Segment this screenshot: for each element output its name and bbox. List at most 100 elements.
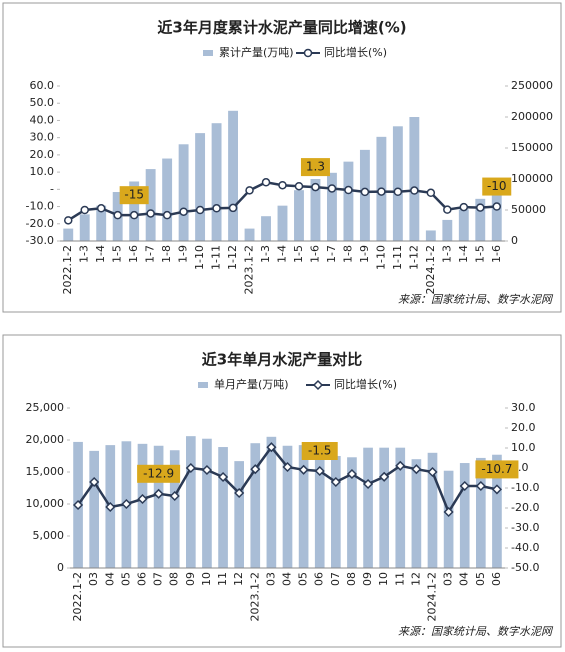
line-marker — [298, 464, 309, 475]
x-tick-label: 1-8 — [341, 245, 354, 263]
bar — [379, 447, 389, 568]
line-marker — [475, 480, 486, 492]
bar — [169, 450, 180, 568]
line-marker — [212, 204, 221, 213]
data-label-box — [482, 177, 512, 196]
line-marker — [113, 210, 122, 220]
y-tick-label: 40.0 — [30, 113, 55, 126]
x-tick-label: 1-11 — [210, 245, 223, 270]
x-tick-label: 10 — [377, 572, 390, 586]
source: 来源：国家统计局、数字水泥网 — [398, 625, 554, 638]
x-tick-label: 1-9 — [177, 245, 190, 263]
data-label-box — [300, 158, 330, 177]
y-tick-label: 60.0 — [30, 79, 55, 92]
x-tick-label: 11 — [393, 572, 406, 586]
bar — [294, 190, 304, 241]
bar — [234, 461, 244, 568]
x-tick-label: 03 — [87, 572, 100, 586]
bar — [162, 158, 173, 241]
line-marker — [185, 462, 196, 474]
line-marker — [411, 464, 422, 475]
bar — [202, 438, 212, 568]
bar — [186, 436, 196, 568]
bar — [228, 110, 238, 241]
line-marker — [327, 184, 337, 193]
line-marker — [217, 471, 229, 483]
x-tick-label: 1-8 — [160, 245, 173, 263]
legend-label: 同比增长(%) — [334, 377, 397, 391]
y2-tick-label: -30.0 — [511, 521, 539, 534]
data-label-box — [119, 186, 149, 205]
line-marker — [459, 202, 469, 212]
x-tick-label: 1-5 — [111, 245, 124, 263]
y2-tick-label: 10.0 — [511, 441, 536, 454]
y2-tick-label: 250000 — [511, 79, 553, 92]
bar — [442, 219, 453, 241]
x-tick-label: 04 — [103, 572, 116, 586]
x-tick-label: 2023.1-2 — [248, 572, 261, 621]
x-tick-label: 1-6 — [308, 245, 321, 263]
x-tick-label: 04 — [458, 572, 471, 586]
line-marker — [129, 210, 139, 220]
x-tick-label: 1-5 — [473, 245, 486, 263]
data-label-box — [301, 442, 338, 460]
y-tick-label: -20.0 — [26, 217, 54, 230]
y2-tick-label: -20.0 — [511, 501, 539, 514]
x-tick-label: 1-12 — [407, 245, 420, 270]
x-tick-label: 08 — [168, 572, 181, 586]
line-marker — [491, 484, 503, 495]
x-tick-label: 1-3 — [78, 245, 91, 263]
y2-tick-label: -40.0 — [511, 541, 539, 554]
bar — [492, 454, 502, 568]
line-marker — [278, 180, 287, 190]
line-marker — [80, 205, 89, 215]
line-marker — [443, 205, 452, 214]
bar — [282, 445, 293, 568]
legend-swatch — [203, 50, 213, 56]
y2-tick-label: 30.0 — [511, 401, 536, 414]
y-tick-label: 15,000 — [26, 465, 65, 478]
y-tick-label: - — [50, 182, 54, 195]
x-tick-label: 1-12 — [226, 245, 239, 270]
line-marker — [314, 465, 325, 477]
legend-marker — [312, 379, 324, 391]
line-marker — [393, 187, 403, 196]
y-tick-label: 20.0 — [30, 148, 55, 161]
chart-title: 近3年月度累计水泥产量同比增速(%) — [157, 19, 406, 37]
y-tick-label: 30.0 — [30, 131, 55, 144]
y-tick-label: 5,000 — [33, 529, 65, 542]
bar — [411, 459, 422, 568]
bar — [250, 443, 261, 568]
x-tick-label: 07 — [152, 572, 165, 586]
line-marker — [311, 182, 320, 192]
bar — [145, 169, 156, 241]
line-marker — [294, 181, 304, 191]
x-tick-label: 07 — [329, 572, 342, 586]
data-label: -10 — [487, 179, 507, 193]
bar — [261, 216, 271, 241]
x-tick-label: 1-7 — [325, 245, 338, 263]
line-marker — [89, 476, 100, 488]
x-tick-label: 03 — [442, 572, 455, 586]
bar — [137, 443, 148, 568]
line-marker — [105, 501, 116, 513]
bar — [425, 230, 436, 241]
line-marker — [250, 464, 261, 475]
x-tick-label: 04 — [281, 572, 294, 586]
bar — [211, 123, 222, 241]
bar — [327, 172, 337, 241]
x-tick-label: 1-10 — [374, 245, 387, 270]
bar — [314, 450, 325, 568]
line-marker — [426, 188, 436, 198]
y-tick-label: 10,000 — [26, 497, 65, 510]
y2-tick-label: 50000 — [511, 203, 546, 216]
x-tick-label: 2024.1-2 — [426, 572, 439, 621]
bar — [458, 209, 469, 241]
line-marker — [330, 476, 341, 488]
x-tick-label: 1-10 — [193, 245, 206, 270]
bar — [266, 436, 277, 568]
x-tick-label: 1-4 — [94, 245, 107, 263]
line-marker — [410, 186, 419, 195]
y-tick-label: 0 — [57, 561, 64, 574]
x-tick-label: 06 — [490, 572, 503, 586]
